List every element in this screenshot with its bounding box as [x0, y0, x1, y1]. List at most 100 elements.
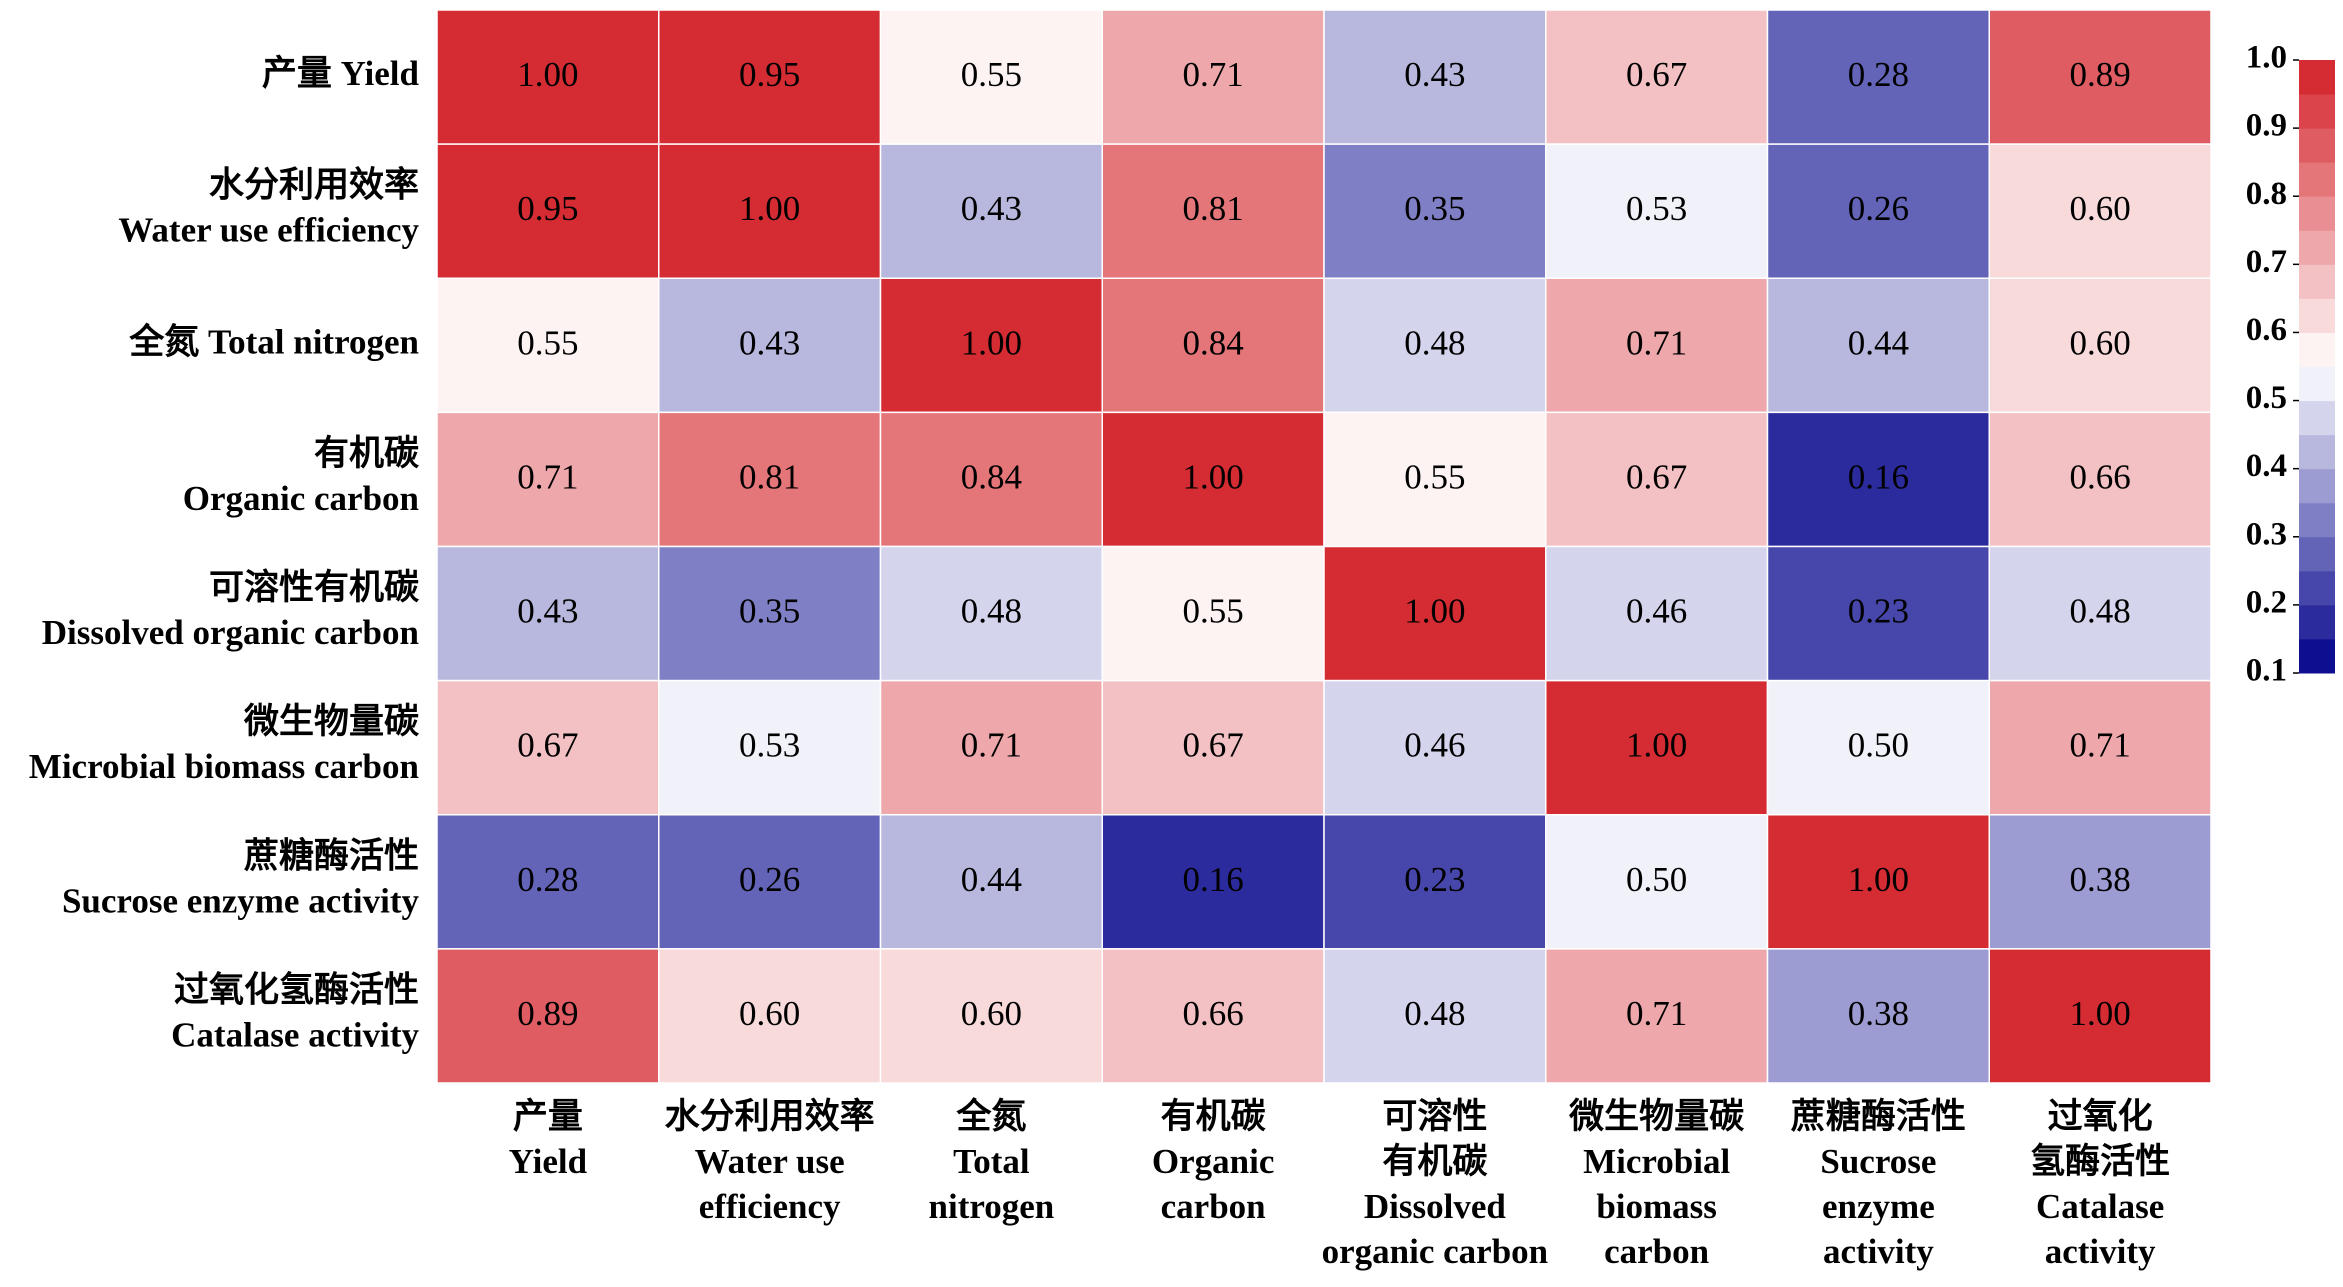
cell-value: 0.26 — [1848, 189, 1909, 228]
col-label: nitrogen — [929, 1187, 1055, 1226]
heatmap-cell — [658, 948, 882, 1084]
cell-value: 0.48 — [961, 592, 1022, 631]
cell-value: 0.71 — [961, 726, 1022, 765]
col-label: 可溶性 — [1382, 1097, 1487, 1136]
cell-value: 0.43 — [961, 189, 1022, 228]
heatmap-cell — [1545, 277, 1769, 414]
cell-value: 0.55 — [1183, 592, 1244, 631]
col-label: 水分利用效率 — [665, 1097, 875, 1136]
col-label: carbon — [1604, 1232, 1709, 1271]
colorbar-tick-label: 0.5 — [2246, 380, 2287, 416]
colorbar-band — [2299, 196, 2335, 231]
col-label: Microbial — [1583, 1142, 1730, 1181]
heatmap-cell — [1766, 948, 1990, 1084]
colorbar-band — [2299, 468, 2335, 504]
cell-value: 0.44 — [1848, 323, 1909, 362]
colorbar-band — [2299, 604, 2335, 640]
heatmap-cell — [1766, 143, 1990, 279]
colorbar-tick-label: 0.4 — [2246, 448, 2287, 484]
cell-value: 0.60 — [739, 994, 800, 1033]
col-label: Total — [953, 1142, 1030, 1181]
cell-value: 0.50 — [1848, 726, 1909, 765]
colorbar-tick-label: 0.3 — [2246, 516, 2287, 552]
cell-value: 0.60 — [2070, 189, 2131, 228]
colorbar-band — [2299, 60, 2335, 95]
heatmap-cell — [1766, 679, 1990, 816]
colorbar-band — [2299, 400, 2335, 436]
heatmap-cell — [436, 411, 660, 548]
cell-value: 0.48 — [2070, 592, 2131, 631]
cell-value: 0.71 — [1626, 994, 1687, 1033]
heatmap-cell — [879, 814, 1103, 950]
cell-value: 0.67 — [517, 726, 578, 765]
heatmap-cell — [436, 277, 660, 414]
cell-value: 0.23 — [1404, 860, 1465, 899]
cell-value: 0.53 — [739, 726, 800, 765]
cell-value: 0.50 — [1626, 860, 1687, 899]
row-label: Water use efficiency — [118, 211, 419, 250]
col-label: 产量 — [513, 1097, 583, 1136]
col-label: 有机碳 — [1161, 1097, 1267, 1136]
colorbar-band — [2299, 502, 2335, 538]
heatmap-cell — [1101, 277, 1325, 414]
cell-value: 0.53 — [1626, 189, 1687, 228]
colorbar-band — [2299, 366, 2335, 402]
cell-value: 0.84 — [961, 457, 1022, 496]
cell-value: 0.46 — [1404, 726, 1465, 765]
heatmap-cell — [436, 814, 660, 950]
colorbar-band — [2299, 536, 2335, 572]
heatmap-cell — [879, 679, 1103, 816]
cell-value: 0.67 — [1626, 457, 1687, 496]
cell-value: 0.55 — [1404, 457, 1465, 496]
heatmap-cell — [1101, 545, 1325, 682]
cell-value: 0.71 — [517, 457, 578, 496]
col-label: activity — [1823, 1232, 1934, 1271]
heatmap-cell — [879, 9, 1103, 145]
cell-value: 0.28 — [1848, 55, 1909, 94]
cell-value: 0.55 — [961, 55, 1022, 94]
cell-value: 0.46 — [1626, 592, 1687, 631]
cell-value: 1.00 — [2070, 994, 2131, 1033]
row-label: 水分利用效率 — [209, 166, 419, 205]
cell-value: 0.43 — [1404, 55, 1465, 94]
heatmap-cell — [1323, 9, 1547, 145]
heatmap-cell — [658, 9, 882, 145]
heatmap-cell — [879, 277, 1103, 414]
colorbar-band — [2299, 128, 2335, 163]
cell-value: 0.84 — [1183, 323, 1244, 362]
colorbar-band — [2299, 162, 2335, 197]
heatmap-cell — [1766, 814, 1990, 950]
cell-value: 0.71 — [2070, 726, 2131, 765]
heatmap-cell — [1323, 545, 1547, 682]
cell-value: 1.00 — [961, 323, 1022, 362]
cell-value: 0.35 — [739, 592, 800, 631]
cell-value: 0.89 — [517, 994, 578, 1033]
cell-value: 0.71 — [1183, 55, 1244, 94]
heatmap-cell — [1323, 277, 1547, 414]
heatmap-cell — [1988, 9, 2212, 145]
cell-value: 0.44 — [961, 860, 1022, 899]
heatmap-cell — [1766, 277, 1990, 414]
col-label: biomass — [1596, 1187, 1717, 1226]
colorbar-tick-label: 0.7 — [2246, 244, 2287, 280]
col-label: Organic — [1152, 1142, 1274, 1181]
heatmap-cell — [1101, 411, 1325, 548]
heatmap-cell — [879, 948, 1103, 1084]
heatmap-cell — [1323, 948, 1547, 1084]
cell-value: 1.00 — [517, 55, 578, 94]
cell-value: 0.60 — [961, 994, 1022, 1033]
cell-value: 0.35 — [1404, 189, 1465, 228]
cell-value: 0.38 — [2070, 860, 2131, 899]
row-label: Dissolved organic carbon — [42, 613, 419, 652]
heatmap-cell — [1545, 545, 1769, 682]
heatmap-cell — [1545, 143, 1769, 279]
col-label: efficiency — [699, 1187, 841, 1226]
row-label: 蔗糖酶活性 — [244, 836, 419, 875]
heatmap-cell — [658, 679, 882, 816]
col-label: Water use — [695, 1142, 845, 1181]
cell-value: 0.28 — [517, 860, 578, 899]
cell-value: 1.00 — [1404, 592, 1465, 631]
cell-value: 0.95 — [517, 189, 578, 228]
colorbar-band — [2299, 570, 2335, 606]
